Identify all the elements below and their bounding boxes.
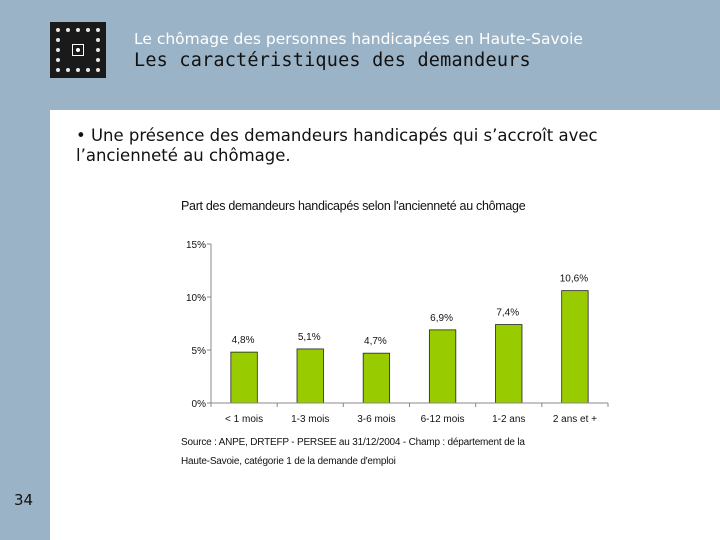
logo-dot	[56, 38, 60, 42]
page-number: 34	[14, 491, 34, 509]
data-label: 5,1%	[298, 332, 321, 343]
chart-title: Part des demandeurs handicapés selon l'a…	[181, 199, 526, 213]
data-label: 7,4%	[496, 308, 519, 319]
logo-dot	[56, 58, 60, 62]
bar	[362, 352, 391, 404]
logo-dot	[76, 28, 80, 32]
logo-dot	[56, 48, 60, 52]
bar	[561, 290, 589, 404]
logo-dot	[96, 58, 100, 62]
logo-center-square	[72, 44, 84, 56]
source-line-2: Haute-Savoie, catégorie 1 de la demande …	[181, 456, 396, 467]
left-band	[0, 0, 50, 540]
bullet-text: • Une présence des demandeurs handicapés…	[76, 126, 676, 166]
bar	[230, 351, 258, 404]
y-axis: 0% 5% 10% 15%	[186, 240, 212, 410]
logo-center-dot	[76, 48, 80, 52]
logo-dot	[96, 28, 100, 32]
logo-dot	[76, 68, 80, 72]
bullet-line-2: l’ancienneté au chômage.	[76, 146, 291, 165]
x-tick-label: 3-6 mois	[357, 414, 395, 425]
x-tick-label: < 1 mois	[225, 414, 263, 425]
bar	[495, 324, 523, 404]
logo-dot	[86, 28, 90, 32]
logo-dot	[66, 28, 70, 32]
data-label: 10,6%	[560, 274, 588, 285]
y-tick-label: 0%	[192, 399, 207, 410]
y-tick-label: 5%	[192, 346, 207, 357]
logo-dot	[56, 68, 60, 72]
logo-dot	[96, 38, 100, 42]
logo-icon	[50, 22, 106, 78]
x-tick-label: 2 ans et +	[553, 414, 597, 425]
data-label: 4,7%	[364, 336, 387, 347]
logo-dot	[96, 68, 100, 72]
y-tick-label: 15%	[186, 240, 206, 251]
logo-dot	[66, 68, 70, 72]
logo-dot	[56, 28, 60, 32]
source-line-1: Source : ANPE, DRTEFP - PERSEE au 31/12/…	[181, 437, 525, 448]
logo-dot	[96, 48, 100, 52]
header-band	[0, 0, 720, 110]
logo-dot	[86, 68, 90, 72]
bars: 4,8% 5,1% 4,7% 6,9% 7,4% 10,6%	[230, 274, 589, 404]
bar	[296, 348, 324, 404]
header-subtitle: Le chômage des personnes handicapées en …	[134, 30, 583, 48]
y-tick-label: 10%	[186, 293, 206, 304]
x-axis: < 1 mois 1-3 mois 3-6 mois 6-12 mois 1-2 ans…	[210, 402, 609, 425]
data-label: 6,9%	[430, 313, 453, 324]
data-label: 4,8%	[232, 335, 255, 346]
x-tick-label: 1-3 mois	[291, 414, 329, 425]
header-title: Les caractéristiques des demandeurs	[134, 50, 531, 71]
bar-chart: Part des demandeurs handicapés selon l'a…	[181, 199, 609, 425]
bullet-line-1: • Une présence des demandeurs handicapés…	[76, 126, 598, 145]
x-tick-label: 1-2 ans	[492, 414, 525, 425]
x-tick-label: 6-12 mois	[421, 414, 465, 425]
bar	[428, 329, 457, 404]
